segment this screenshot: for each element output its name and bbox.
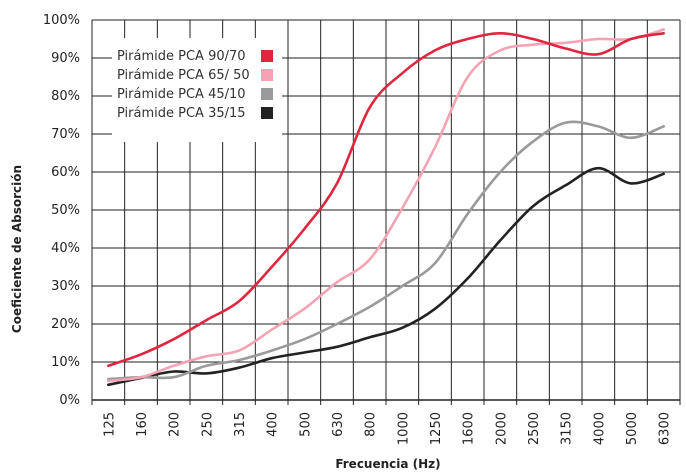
series-line-3 bbox=[107, 120, 665, 381]
series-line-1 bbox=[107, 31, 665, 368]
x-tick-label: 200 bbox=[168, 412, 183, 437]
legend-label: Pirámide PCA 65/ 50 bbox=[117, 68, 250, 83]
x-tick-label: 1600 bbox=[462, 412, 477, 445]
legend-swatch bbox=[261, 50, 273, 62]
y-tick-label: 40% bbox=[51, 241, 80, 256]
axes: 0% 10% 20% 30% 40% 50% 60% 70% 80% 90% 100% 125 160 2… bbox=[43, 13, 681, 445]
x-tick-label: 500 bbox=[298, 412, 313, 437]
x-tick-label: 400 bbox=[266, 412, 281, 437]
x-tick-label: 2500 bbox=[527, 412, 542, 445]
x-tick-label: 4000 bbox=[592, 412, 607, 445]
legend-swatch bbox=[261, 107, 273, 119]
x-axis-title: Frecuencia (Hz) bbox=[335, 457, 440, 471]
x-tick-label: 630 bbox=[331, 412, 346, 437]
x-tick-label: 160 bbox=[135, 412, 150, 437]
legend-swatch bbox=[261, 88, 273, 100]
x-tick-label: 2000 bbox=[494, 412, 509, 445]
y-tick-label: 20% bbox=[51, 317, 80, 332]
y-tick-label: 30% bbox=[51, 279, 80, 294]
series-line-4 bbox=[107, 166, 665, 387]
series-line-2 bbox=[107, 28, 665, 383]
x-tick-label: 1250 bbox=[429, 412, 444, 445]
legend-label: Pirámide PCA 35/15 bbox=[117, 106, 246, 121]
legend-box bbox=[112, 38, 282, 142]
y-tick-label: 10% bbox=[51, 355, 80, 370]
x-tick-label: 3150 bbox=[560, 412, 575, 445]
x-tick-label: 1000 bbox=[396, 412, 411, 445]
legend: Pirámide PCA 90/70 Pirámide PCA 65/ 50 Pir… bbox=[112, 38, 282, 142]
x-tick-label: 250 bbox=[200, 412, 215, 437]
x-tick-label: 125 bbox=[102, 412, 117, 437]
y-tick-label: 70% bbox=[51, 127, 80, 142]
x-tick-label: 315 bbox=[233, 412, 248, 437]
x-tick-label: 6300 bbox=[658, 412, 673, 445]
x-tick-label: 800 bbox=[364, 412, 379, 437]
y-tick-label: 50% bbox=[51, 203, 80, 218]
y-axis-title: Coeficiente de Absorción bbox=[10, 165, 24, 333]
y-tick-label: 90% bbox=[51, 51, 80, 66]
y-tick-label: 80% bbox=[51, 89, 80, 104]
legend-label: Pirámide PCA 45/10 bbox=[117, 87, 246, 102]
y-tick-label: 100% bbox=[43, 13, 80, 28]
y-tick-label: 60% bbox=[51, 165, 80, 180]
x-tick-label: 5000 bbox=[625, 412, 640, 445]
legend-swatch bbox=[261, 69, 273, 81]
y-tick-label: 0% bbox=[59, 393, 80, 408]
legend-label: Pirámide PCA 90/70 bbox=[117, 49, 246, 64]
series-lines bbox=[107, 28, 665, 387]
